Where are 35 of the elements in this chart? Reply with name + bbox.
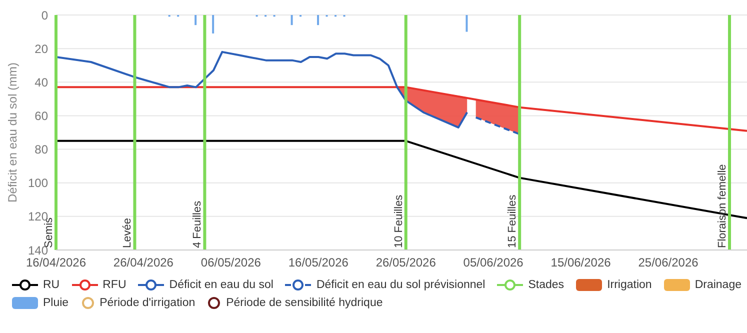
y-tick-label: 100 — [28, 176, 48, 190]
legend-label: Période de sensibilité hydrique — [225, 296, 383, 310]
legend-label: Stades — [527, 278, 564, 292]
legend-label: RU — [42, 278, 60, 292]
legend-label: RFU — [102, 278, 126, 292]
bar — [194, 15, 197, 26]
legend-label: Déficit en eau du sol prévisionnel — [315, 278, 486, 292]
legend-label: Irrigation — [606, 278, 652, 292]
ref-line-label: Levée — [122, 218, 134, 248]
x-tick-label: 05/06/2026 — [463, 256, 524, 270]
legend-label: Période d'irrigation — [98, 296, 196, 310]
y-tick-label: 80 — [34, 142, 48, 157]
y-tick-label: 60 — [34, 108, 48, 123]
bar — [212, 15, 214, 34]
y-tick-label: 40 — [34, 75, 48, 90]
ref-line-label: Floraison femelle — [716, 164, 729, 248]
x-tick-label: 26/04/2026 — [113, 256, 174, 270]
x-tick-label: 26/05/2026 — [376, 256, 436, 270]
legend-label: Drainage — [694, 278, 742, 292]
legend-label: Pluie — [42, 296, 69, 310]
ref-line-label: 4 Feuilles — [192, 200, 204, 248]
x-tick-label: 16/05/2026 — [288, 256, 349, 270]
x-tick-label: 16/04/2026 — [26, 256, 86, 270]
bar — [466, 15, 468, 32]
ref-line-label: 15 Feuilles — [506, 194, 519, 248]
x-tick-label: 06/05/2026 — [200, 256, 262, 270]
legend-label: Déficit en eau du sol — [168, 278, 274, 292]
line-series — [56, 50, 468, 128]
bar — [290, 15, 293, 26]
x-tick-label: 25/06/2026 — [638, 256, 699, 270]
ref-line-label: 10 Feuilles — [392, 194, 405, 248]
y-tick-label: 0 — [41, 8, 48, 22]
y-tick-label: 20 — [34, 42, 48, 56]
bar — [317, 15, 320, 26]
x-tick-label: 15/06/2026 — [550, 256, 612, 270]
